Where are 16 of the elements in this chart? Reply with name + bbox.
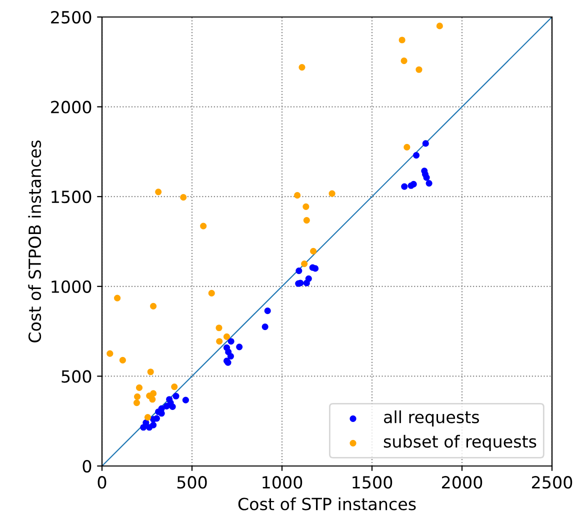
y-axis-title: Cost of STPOB instances	[28, 140, 42, 342]
y-tick-label: 1000	[52, 280, 92, 293]
x-axis-title: Cost of STP instances	[238, 497, 416, 510]
legend-label: subset of requests	[384, 434, 536, 451]
x-tick-label: 2500	[532, 476, 572, 489]
legend-label: all requests	[384, 410, 480, 427]
x-tick-label: 2000	[442, 476, 482, 489]
y-tick-label: 0	[82, 460, 92, 473]
x-tick-label: 1000	[262, 476, 302, 489]
y-tick-label: 500	[62, 370, 92, 383]
x-tick-label: 500	[177, 476, 207, 489]
y-tick-label: 2000	[51, 100, 92, 114]
x-tick-label: 1500	[352, 476, 392, 489]
y-tick-label: 1500	[52, 190, 92, 204]
y-tick-label: 2500	[51, 10, 92, 24]
x-tick-label: 0	[98, 476, 106, 489]
